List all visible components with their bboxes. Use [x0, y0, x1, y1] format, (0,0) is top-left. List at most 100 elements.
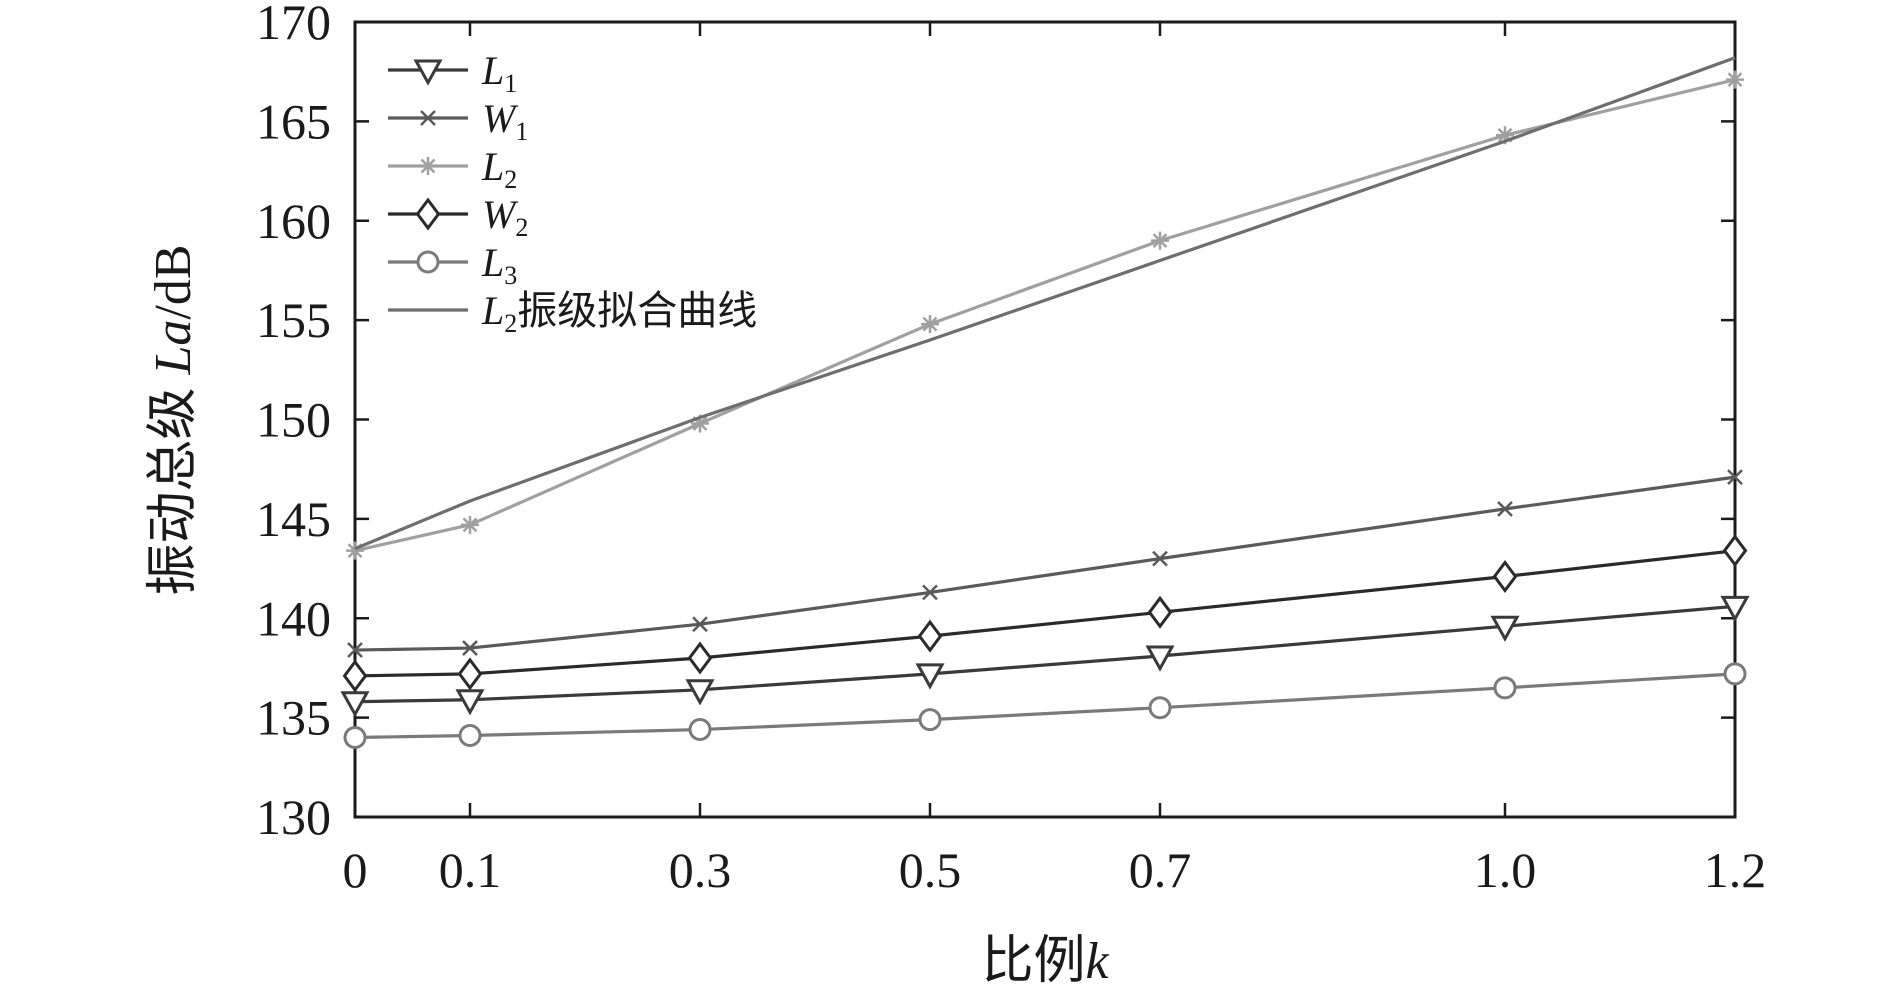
data-point: [1496, 126, 1514, 145]
x-tick-label: 0.3: [669, 842, 732, 898]
x-tick-label: 0.1: [439, 842, 502, 898]
legend-marker: [415, 197, 441, 231]
legend-series-subscript: 1: [515, 117, 528, 146]
data-point: [458, 724, 482, 748]
data-point: [1145, 645, 1175, 672]
y-tick-label: 130: [256, 789, 331, 845]
series-l2: [346, 70, 1744, 560]
legend-series-name: L: [481, 48, 504, 93]
legend-label: L3: [481, 240, 517, 290]
data-point: [1493, 676, 1517, 700]
legend-series-name: L: [481, 144, 504, 189]
legend-entry: W2: [388, 192, 528, 242]
data-point: [343, 726, 367, 749]
data-point: [1726, 70, 1744, 89]
series-line: [354, 549, 1736, 678]
data-point: [917, 619, 943, 653]
legend-entry: L2振级拟合曲线: [388, 288, 757, 338]
series-layer: [340, 56, 1750, 749]
data-point: [1152, 550, 1168, 567]
data-point: [1490, 615, 1520, 642]
legend-series-subscript: 2: [515, 213, 528, 242]
y-tick-label: 170: [256, 0, 331, 50]
y-axis-title-spacer: [145, 375, 202, 388]
data-point: [922, 584, 938, 601]
y-axis-title-unit: /dB: [145, 244, 202, 319]
data-point: [455, 689, 485, 716]
legend-label: W2: [482, 192, 528, 242]
data-point: [688, 718, 712, 742]
data-point: [1723, 662, 1747, 686]
series-l2-fit: [354, 56, 1736, 551]
data-point: [1492, 560, 1518, 594]
y-tick-label: 155: [256, 292, 331, 348]
y-axis-title: 振动总级 La/dB: [145, 244, 202, 595]
x-tick-label: 0.7: [1129, 842, 1192, 898]
x-tick-label: 0.5: [899, 842, 962, 898]
data-point: [1722, 534, 1748, 568]
legend-series-name: W: [482, 192, 519, 237]
legend-series-subscript: 2: [504, 309, 517, 338]
y-axis-title-text: 振动总级: [145, 388, 202, 596]
data-point: [1727, 469, 1743, 486]
data-point: [347, 642, 363, 658]
y-tick-label: 160: [256, 193, 331, 249]
plot-frame: [353, 20, 1737, 819]
legend-series-name: L: [481, 240, 504, 285]
y-tick-label: 165: [256, 93, 331, 149]
x-tick-label: 1.2: [1704, 842, 1767, 898]
x-tick-label: 0: [343, 842, 368, 898]
series-w2: [342, 534, 1748, 693]
data-point: [461, 515, 479, 534]
data-point: [342, 659, 368, 693]
series-l3: [343, 662, 1747, 749]
legend-series-subscript: 3: [504, 261, 517, 290]
legend-series-name: L: [481, 288, 504, 333]
data-point: [687, 641, 713, 675]
data-point: [918, 708, 942, 732]
series-l1: [340, 595, 1750, 718]
y-tick-label: 135: [256, 690, 331, 746]
data-point: [691, 414, 709, 433]
x-axis-title: 比例k: [981, 933, 1109, 990]
y-tick-label: 150: [256, 392, 331, 448]
y-axis-title-var: La: [145, 320, 202, 376]
legend-marker: [419, 157, 437, 175]
y-tick-label: 145: [256, 491, 331, 547]
legend-label: L2振级拟合曲线: [481, 288, 757, 338]
data-point: [462, 640, 478, 656]
legend-entry: W1: [388, 96, 528, 146]
data-point: [921, 315, 939, 334]
legend-entry: L1: [388, 48, 517, 98]
x-axis-title-var: k: [1085, 933, 1109, 990]
series-line: [354, 672, 1736, 740]
y-axis-ticks: 130 135 140 145 150 155 160 165 170: [256, 0, 1735, 845]
legend-label: L1: [481, 48, 517, 98]
legend-marker: [420, 110, 436, 126]
data-point: [915, 663, 945, 690]
series-w1: [347, 469, 1743, 658]
data-point: [346, 541, 364, 560]
data-point: [685, 679, 715, 706]
x-axis-ticks: 0 0.1 0.3 0.5 0.7 1.0 1.2: [343, 22, 1767, 898]
series-line: [354, 56, 1736, 551]
legend-series-subscript: 2: [504, 165, 517, 194]
legend-marker: [416, 250, 440, 274]
y-tick-label: 140: [256, 590, 331, 646]
data-point: [340, 691, 370, 718]
data-point: [1720, 595, 1750, 623]
data-point: [1147, 595, 1173, 629]
data-point: [1151, 231, 1169, 250]
legend-marker: [413, 59, 443, 86]
data-point: [457, 657, 483, 691]
legend-series-subscript: 1: [504, 69, 517, 98]
legend-entry: L2: [388, 144, 517, 194]
data-point: [1148, 696, 1172, 720]
legend-label: W1: [482, 96, 528, 146]
data-point: [1497, 501, 1513, 517]
x-axis-title-text: 比例: [981, 933, 1085, 990]
x-tick-label: 1.0: [1474, 842, 1537, 898]
legend-entry: L3: [388, 240, 517, 290]
